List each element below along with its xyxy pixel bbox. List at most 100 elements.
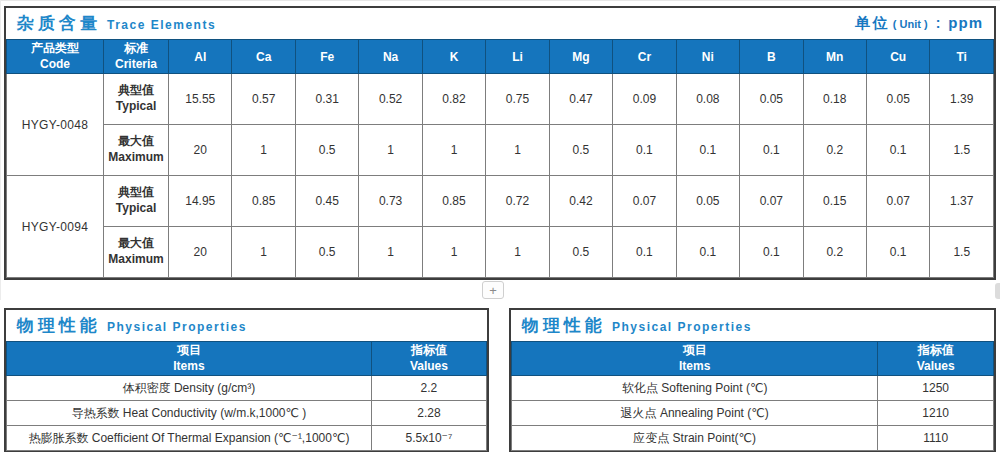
col-header-items-en: Items bbox=[512, 359, 877, 375]
value-cell: 0.73 bbox=[359, 176, 422, 227]
physical-right-title-en: Physical Properties bbox=[612, 320, 752, 334]
value-cell: 1 bbox=[359, 125, 422, 176]
value-cell: 0.1 bbox=[866, 227, 929, 278]
criteria-en: Typical bbox=[106, 201, 166, 217]
criteria-cell: 最大值 Maximum bbox=[104, 125, 169, 176]
col-header-values-en: Values bbox=[372, 359, 486, 375]
trace-title-en: Trace Elements bbox=[107, 18, 216, 32]
page-left-edge bbox=[0, 0, 1, 300]
property-value: 1250 bbox=[878, 376, 994, 401]
col-header-values-cn: 指标值 bbox=[372, 343, 486, 359]
trace-elements-table: 产品类型 Code 标准 Criteria Al Ca Fe Na K Li M… bbox=[6, 39, 994, 278]
property-value: 2.2 bbox=[371, 376, 486, 401]
col-header-criteria-en: Criteria bbox=[104, 57, 168, 73]
property-row-annealing-point: 退火点 Annealing Point (℃) 1210 bbox=[512, 401, 994, 426]
value-cell: 0.1 bbox=[740, 125, 803, 176]
property-value: 1110 bbox=[878, 426, 994, 451]
value-cell: 0.31 bbox=[295, 74, 358, 125]
col-header-criteria: 标准 Criteria bbox=[104, 40, 169, 74]
table-row-0094-typical: HYGY-0094 典型值 Typical 14.95 0.85 0.45 0.… bbox=[7, 176, 994, 227]
value-cell: 0.05 bbox=[676, 176, 739, 227]
col-header-element-ni: Ni bbox=[676, 40, 739, 74]
page-top-edge bbox=[0, 0, 1000, 1]
value-cell: 0.1 bbox=[740, 227, 803, 278]
value-cell: 1 bbox=[422, 125, 485, 176]
value-cell: 0.1 bbox=[676, 227, 739, 278]
value-cell: 0.57 bbox=[232, 74, 295, 125]
physical-right-header-row: 项目 Items 指标值 Values bbox=[512, 342, 994, 376]
table-row-0048-typical: HYGY-0048 典型值 Typical 15.55 0.57 0.31 0.… bbox=[7, 74, 994, 125]
value-cell: 20 bbox=[169, 125, 232, 176]
col-header-element-cu: Cu bbox=[866, 40, 929, 74]
col-header-criteria-cn: 标准 bbox=[104, 41, 168, 57]
col-header-items-en: Items bbox=[7, 359, 371, 375]
property-item: 热膨胀系数 Coefficient Of Thermal Expansion (… bbox=[7, 426, 372, 451]
col-header-values: 指标值 Values bbox=[878, 342, 994, 376]
property-value: 1210 bbox=[878, 401, 994, 426]
col-header-element-ca: Ca bbox=[232, 40, 295, 74]
criteria-en: Typical bbox=[106, 99, 166, 115]
col-header-element-li: Li bbox=[486, 40, 549, 74]
value-cell: 1 bbox=[232, 125, 295, 176]
value-cell: 15.55 bbox=[169, 74, 232, 125]
criteria-cn: 典型值 bbox=[106, 185, 166, 201]
criteria-en: Maximum bbox=[106, 150, 166, 166]
property-row-heat-conductivity: 导热系数 Heat Conductivity (w/m.k,1000℃ ) 2.… bbox=[7, 401, 487, 426]
col-header-values: 指标值 Values bbox=[371, 342, 486, 376]
value-cell: 1.5 bbox=[930, 227, 994, 278]
value-cell: 0.47 bbox=[549, 74, 612, 125]
col-header-element-b: B bbox=[740, 40, 803, 74]
scrollbar-thumb[interactable] bbox=[995, 283, 1000, 299]
property-item: 体积密度 Density (g/cm³) bbox=[7, 376, 372, 401]
unit-indicator: 单位 ( Unit ) : ppm bbox=[855, 14, 983, 33]
value-cell: 0.5 bbox=[549, 125, 612, 176]
physical-left-table: 项目 Items 指标值 Values 体积密度 Density (g/cm³)… bbox=[6, 341, 487, 451]
col-header-element-al: Al bbox=[169, 40, 232, 74]
col-header-element-na: Na bbox=[359, 40, 422, 74]
value-cell: 0.5 bbox=[549, 227, 612, 278]
physical-left-title-en: Physical Properties bbox=[107, 320, 247, 334]
value-cell: 0.1 bbox=[613, 227, 676, 278]
value-cell: 0.82 bbox=[422, 74, 485, 125]
value-cell: 0.1 bbox=[866, 125, 929, 176]
value-cell: 0.42 bbox=[549, 176, 612, 227]
col-header-element-cr: Cr bbox=[613, 40, 676, 74]
physical-left-header-row: 项目 Items 指标值 Values bbox=[7, 342, 487, 376]
col-header-items: 项目 Items bbox=[7, 342, 372, 376]
property-row-density: 体积密度 Density (g/cm³) 2.2 bbox=[7, 376, 487, 401]
col-header-items-cn: 项目 bbox=[512, 343, 877, 359]
criteria-cell: 最大值 Maximum bbox=[104, 227, 169, 278]
trace-section-title: 杂质含量 Trace Elements bbox=[17, 12, 216, 35]
col-header-values-cn: 指标值 bbox=[878, 343, 993, 359]
add-section-button[interactable]: + bbox=[482, 281, 504, 299]
property-item: 导热系数 Heat Conductivity (w/m.k,1000℃ ) bbox=[7, 401, 372, 426]
property-item: 软化点 Softening Point (℃) bbox=[512, 376, 878, 401]
trace-title-cn: 杂质含量 bbox=[17, 12, 101, 35]
value-cell: 0.07 bbox=[740, 176, 803, 227]
col-header-code: 产品类型 Code bbox=[7, 40, 104, 74]
physical-left-header: 物理性能 Physical Properties bbox=[6, 310, 487, 341]
value-cell: 1 bbox=[486, 227, 549, 278]
value-cell: 1 bbox=[232, 227, 295, 278]
table-row-0094-maximum: 最大值 Maximum 20 1 0.5 1 1 1 0.5 0.1 0.1 0… bbox=[7, 227, 994, 278]
product-code-cell: HYGY-0094 bbox=[7, 176, 104, 278]
physical-properties-left-section: 物理性能 Physical Properties 项目 Items 指标值 Va… bbox=[4, 308, 489, 452]
property-item: 退火点 Annealing Point (℃) bbox=[512, 401, 878, 426]
physical-right-title-cn: 物理性能 bbox=[522, 314, 606, 337]
trace-section-header: 杂质含量 Trace Elements 单位 ( Unit ) : ppm bbox=[6, 8, 994, 39]
physical-properties-right-section: 物理性能 Physical Properties 项目 Items 指标值 Va… bbox=[509, 308, 996, 452]
unit-label-cn: 单位 bbox=[855, 14, 891, 33]
value-cell: 0.75 bbox=[486, 74, 549, 125]
value-cell: 1.37 bbox=[930, 176, 994, 227]
value-cell: 0.5 bbox=[295, 125, 358, 176]
value-cell: 0.1 bbox=[676, 125, 739, 176]
table-row-0048-maximum: 最大值 Maximum 20 1 0.5 1 1 1 0.5 0.1 0.1 0… bbox=[7, 125, 994, 176]
col-header-items: 项目 Items bbox=[512, 342, 878, 376]
col-header-items-cn: 项目 bbox=[7, 343, 371, 359]
col-header-values-en: Values bbox=[878, 359, 993, 375]
value-cell: 20 bbox=[169, 227, 232, 278]
value-cell: 0.2 bbox=[803, 125, 866, 176]
value-cell: 0.09 bbox=[613, 74, 676, 125]
property-value: 5.5x10⁻⁷ bbox=[371, 426, 486, 451]
value-cell: 0.15 bbox=[803, 176, 866, 227]
